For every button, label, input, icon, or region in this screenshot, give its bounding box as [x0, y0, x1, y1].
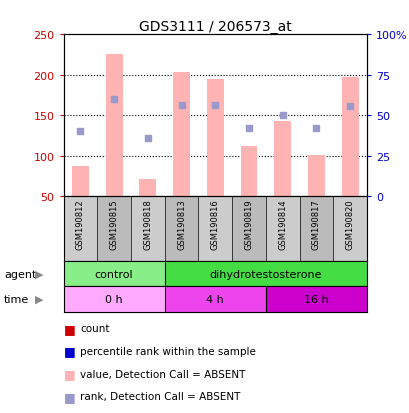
- Bar: [265, 287, 366, 312]
- Text: GSM190817: GSM190817: [311, 199, 320, 249]
- Bar: [333, 197, 366, 262]
- Text: GSM190816: GSM190816: [210, 199, 219, 249]
- Point: [279, 113, 285, 119]
- Point: [312, 125, 319, 131]
- Bar: [106, 55, 122, 197]
- Bar: [164, 287, 265, 312]
- Text: agent: agent: [4, 269, 36, 279]
- Text: count: count: [80, 323, 109, 333]
- Bar: [307, 156, 324, 197]
- Bar: [274, 122, 290, 197]
- Text: GSM190813: GSM190813: [177, 199, 186, 249]
- Bar: [63, 197, 97, 262]
- Text: 16 h: 16 h: [303, 294, 328, 304]
- Bar: [206, 80, 223, 197]
- Bar: [173, 72, 189, 197]
- Point: [144, 135, 151, 142]
- Bar: [341, 78, 357, 197]
- Point: [110, 97, 117, 103]
- Bar: [299, 197, 333, 262]
- Text: ▶: ▶: [35, 269, 43, 279]
- Title: GDS3111 / 206573_at: GDS3111 / 206573_at: [139, 20, 291, 34]
- Bar: [139, 179, 156, 197]
- Text: GSM190820: GSM190820: [345, 199, 354, 249]
- Bar: [63, 287, 164, 312]
- Text: 4 h: 4 h: [206, 294, 224, 304]
- Text: GSM190812: GSM190812: [76, 199, 85, 249]
- Text: control: control: [94, 269, 133, 279]
- Text: ■: ■: [63, 344, 75, 358]
- Text: ■: ■: [63, 322, 75, 335]
- Text: ■: ■: [63, 390, 75, 403]
- Text: GSM190814: GSM190814: [277, 199, 286, 249]
- Bar: [231, 197, 265, 262]
- Bar: [240, 147, 257, 197]
- Text: dihydrotestosterone: dihydrotestosterone: [209, 269, 321, 279]
- Text: GSM190818: GSM190818: [143, 199, 152, 249]
- Point: [211, 102, 218, 109]
- Bar: [130, 197, 164, 262]
- Point: [178, 102, 184, 109]
- Point: [245, 125, 252, 131]
- Bar: [72, 167, 89, 197]
- Bar: [97, 197, 130, 262]
- Text: ▶: ▶: [35, 294, 43, 304]
- Text: percentile rank within the sample: percentile rank within the sample: [80, 346, 255, 356]
- Bar: [265, 197, 299, 262]
- Text: 0 h: 0 h: [105, 294, 123, 304]
- Point: [77, 128, 83, 135]
- Text: rank, Detection Call = ABSENT: rank, Detection Call = ABSENT: [80, 392, 240, 401]
- Text: ■: ■: [63, 367, 75, 380]
- Bar: [63, 262, 164, 287]
- Text: GSM190815: GSM190815: [109, 199, 118, 249]
- Text: time: time: [4, 294, 29, 304]
- Bar: [164, 262, 366, 287]
- Bar: [164, 197, 198, 262]
- Text: value, Detection Call = ABSENT: value, Detection Call = ABSENT: [80, 369, 245, 379]
- Bar: [198, 197, 231, 262]
- Text: GSM190819: GSM190819: [244, 199, 253, 249]
- Point: [346, 103, 353, 109]
